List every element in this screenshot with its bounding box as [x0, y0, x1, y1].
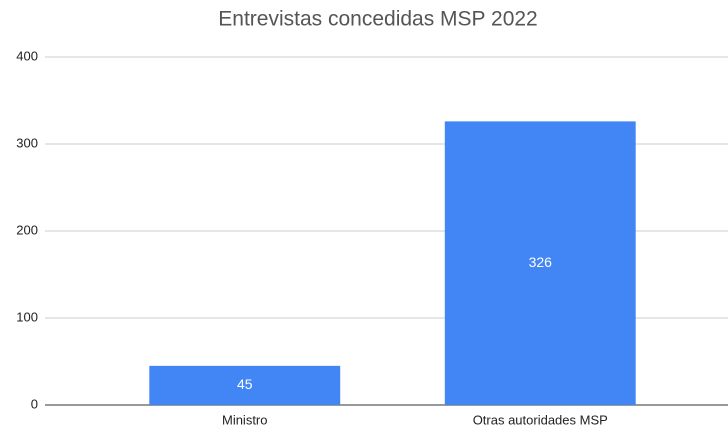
- x-tick-label: Ministro: [222, 412, 268, 427]
- bar: [444, 121, 636, 405]
- data-label: 326: [529, 254, 553, 270]
- y-tick-label: 300: [16, 135, 38, 150]
- y-tick-label: 200: [16, 222, 38, 237]
- y-tick-label: 400: [16, 48, 38, 63]
- chart-title: Entrevistas concedidas MSP 2022: [218, 8, 537, 31]
- x-tick-label: Otras autoridades MSP: [473, 412, 608, 427]
- bar: [149, 365, 341, 405]
- y-tick-label: 0: [31, 396, 38, 411]
- y-tick-label: 100: [16, 309, 38, 324]
- data-label: 45: [237, 376, 253, 392]
